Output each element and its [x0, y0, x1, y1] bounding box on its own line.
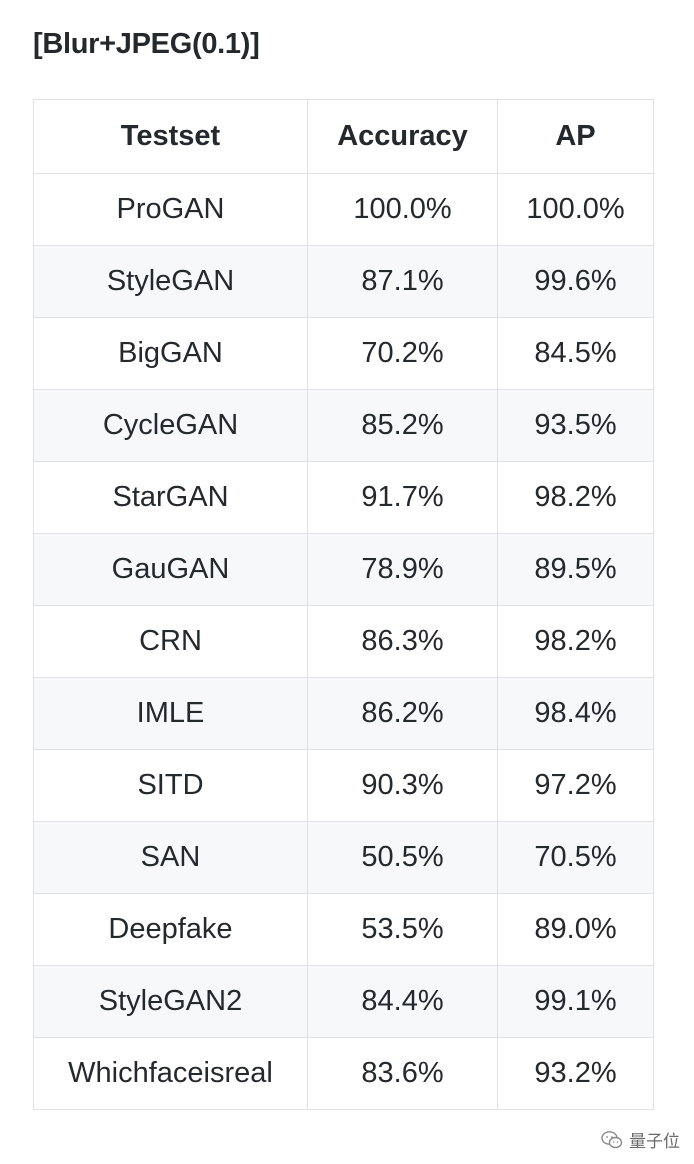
watermark-text: 量子位	[629, 1132, 680, 1151]
cell-testset: CRN	[33, 605, 308, 678]
cell-testset: IMLE	[33, 677, 308, 750]
cell-testset: StyleGAN	[33, 245, 308, 318]
cell-accuracy: 85.2%	[307, 389, 498, 462]
cell-ap: 98.2%	[497, 461, 654, 534]
cell-ap: 93.5%	[497, 389, 654, 462]
cell-ap: 84.5%	[497, 317, 654, 390]
table-row: CycleGAN 85.2% 93.5%	[33, 389, 654, 462]
watermark: 量子位	[601, 1127, 680, 1152]
cell-accuracy: 91.7%	[307, 461, 498, 534]
cell-accuracy: 78.9%	[307, 533, 498, 606]
cell-ap: 100.0%	[497, 173, 654, 246]
cell-testset: ProGAN	[33, 173, 308, 246]
cell-testset: SAN	[33, 821, 308, 894]
table-row: IMLE 86.2% 98.4%	[33, 677, 654, 750]
table-row: CRN 86.3% 98.2%	[33, 605, 654, 678]
table-row: SAN 50.5% 70.5%	[33, 821, 654, 894]
cell-accuracy: 87.1%	[307, 245, 498, 318]
page-title: [Blur+JPEG(0.1)]	[33, 28, 260, 60]
cell-testset: StarGAN	[33, 461, 308, 534]
cell-ap: 93.2%	[497, 1037, 654, 1110]
cell-testset: Whichfaceisreal	[33, 1037, 308, 1110]
cell-testset: SITD	[33, 749, 308, 822]
table-row: StyleGAN2 84.4% 99.1%	[33, 965, 654, 1038]
table-row: ProGAN 100.0% 100.0%	[33, 173, 654, 246]
header-testset: Testset	[33, 99, 308, 174]
table-row: SITD 90.3% 97.2%	[33, 749, 654, 822]
cell-ap: 89.0%	[497, 893, 654, 966]
cell-ap: 99.1%	[497, 965, 654, 1038]
table-row: Whichfaceisreal 83.6% 93.2%	[33, 1037, 654, 1110]
cell-accuracy: 84.4%	[307, 965, 498, 1038]
cell-testset: Deepfake	[33, 893, 308, 966]
cell-accuracy: 86.3%	[307, 605, 498, 678]
table-body: ProGAN 100.0% 100.0% StyleGAN 87.1% 99.6% BigG…	[33, 173, 654, 1110]
cell-ap: 98.2%	[497, 605, 654, 678]
header-row: Testset Accuracy AP	[33, 99, 654, 174]
cell-accuracy: 70.2%	[307, 317, 498, 390]
table-header: Testset Accuracy AP	[33, 99, 654, 174]
wechat-icon	[601, 1130, 623, 1148]
cell-testset: StyleGAN2	[33, 965, 308, 1038]
cell-accuracy: 90.3%	[307, 749, 498, 822]
table-row: StarGAN 91.7% 98.2%	[33, 461, 654, 534]
results-table: Testset Accuracy AP ProGAN 100.0% 100.0% St…	[33, 99, 654, 1110]
cell-accuracy: 83.6%	[307, 1037, 498, 1110]
cell-accuracy: 50.5%	[307, 821, 498, 894]
cell-testset: GauGAN	[33, 533, 308, 606]
cell-accuracy: 100.0%	[307, 173, 498, 246]
table-row: StyleGAN 87.1% 99.6%	[33, 245, 654, 318]
cell-accuracy: 53.5%	[307, 893, 498, 966]
header-accuracy: Accuracy	[307, 99, 498, 174]
cell-ap: 70.5%	[497, 821, 654, 894]
cell-ap: 98.4%	[497, 677, 654, 750]
cell-ap: 99.6%	[497, 245, 654, 318]
cell-ap: 97.2%	[497, 749, 654, 822]
cell-testset: BigGAN	[33, 317, 308, 390]
header-ap: AP	[497, 99, 654, 174]
cell-ap: 89.5%	[497, 533, 654, 606]
table-row: Deepfake 53.5% 89.0%	[33, 893, 654, 966]
cell-testset: CycleGAN	[33, 389, 308, 462]
cell-accuracy: 86.2%	[307, 677, 498, 750]
table-row: BigGAN 70.2% 84.5%	[33, 317, 654, 390]
table-row: GauGAN 78.9% 89.5%	[33, 533, 654, 606]
